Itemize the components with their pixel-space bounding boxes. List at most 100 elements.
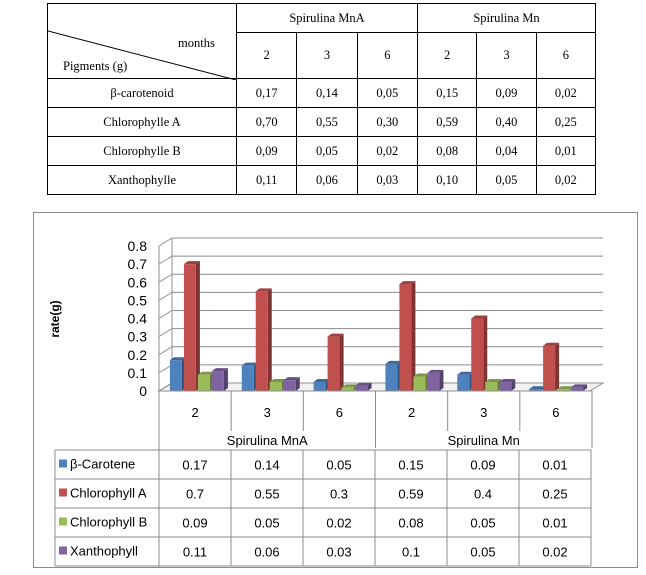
bar-top: [183, 261, 200, 265]
cell-value: 0,06: [296, 165, 358, 195]
bar: [183, 264, 196, 391]
bar-top: [413, 373, 430, 377]
data-table-value: 0.4: [474, 487, 492, 502]
bar: [283, 380, 296, 391]
month-header: 2: [416, 32, 478, 79]
bar-top: [269, 378, 286, 382]
data-table-value: 0.05: [326, 458, 351, 473]
cell-value: 0,02: [535, 78, 597, 108]
row-label: β-carotenoid: [47, 78, 237, 108]
data-table-value: 0.05: [254, 516, 279, 531]
bar: [327, 336, 340, 391]
group-label: Spirulina Mn: [448, 433, 520, 448]
bar: [413, 376, 426, 391]
bar-side: [223, 368, 228, 391]
data-table-value: 0.05: [470, 516, 495, 531]
cell-value: 0,40: [476, 107, 537, 137]
bar-side: [295, 377, 300, 391]
legend-label: Chlorophyll A: [70, 486, 147, 501]
row-label: Chlorophylle A: [47, 107, 237, 137]
bar-side: [511, 378, 516, 391]
data-table-value: 0.3: [330, 487, 348, 502]
cell-value: 0,10: [416, 165, 478, 195]
cell-value: 0,09: [235, 136, 298, 166]
month-header: 6: [535, 32, 597, 79]
data-table-value: 0.1: [402, 545, 420, 560]
bar: [557, 389, 570, 391]
bar-top: [283, 377, 300, 381]
bar-side: [483, 315, 488, 391]
bar: [341, 387, 354, 391]
diagonal-header-cell: [47, 3, 237, 80]
bar-top: [327, 333, 344, 337]
x-tick-label: 3: [264, 405, 271, 420]
table-row: Chlorophylle B 0,09 0,05 0,02 0,08 0,04 …: [47, 136, 597, 166]
cell-value: 0,14: [296, 78, 358, 108]
bar: [197, 374, 210, 391]
data-table-value: 0.06: [254, 545, 279, 560]
bar: [241, 365, 254, 391]
bar-side: [411, 281, 416, 391]
group-header-mna: Spirulina MnA: [236, 3, 418, 33]
legend-label: Chlorophyll B: [70, 515, 147, 530]
diagonal-line: [48, 30, 236, 80]
y-tick-label: 0.4: [128, 311, 148, 327]
y-tick-label: 0.6: [128, 274, 148, 290]
bar-top: [241, 362, 258, 366]
bar: [269, 381, 282, 391]
cell-value: 0,70: [235, 107, 298, 137]
bar-top: [543, 342, 560, 346]
data-table-value: 0.15: [398, 458, 423, 473]
data-table-value: 0.11: [183, 545, 207, 560]
bar: [471, 318, 484, 391]
bar-side: [367, 382, 372, 391]
data-table-value: 0.05: [470, 545, 495, 560]
bar: [255, 291, 268, 391]
legend-key: [59, 517, 67, 526]
bar: [355, 385, 368, 391]
data-table-value: 0.08: [398, 516, 423, 531]
y-tick-label: 0.3: [128, 329, 148, 345]
bar-top: [313, 378, 330, 382]
gridline-side: [158, 273, 173, 283]
gridline-side: [158, 346, 173, 356]
month-header: 2: [235, 32, 298, 79]
bar-top: [571, 384, 588, 388]
cell-value: 0,25: [535, 107, 597, 137]
gridline-side: [158, 237, 173, 247]
cell-value: 0,05: [356, 78, 419, 108]
table-row: β-carotenoid 0,17 0,14 0,05 0,15 0,09 0,…: [47, 78, 597, 108]
x-tick-label: 6: [336, 405, 343, 420]
bar-chart: 0 0.1 0.2 0.3 0.4 0.5 0.6 0.7 0.8 rate(g) 2 3 6 2 3 6 Sp…: [48, 237, 605, 567]
cell-value: 0,03: [356, 165, 419, 195]
bar-side: [439, 369, 444, 391]
cell-value: 0,04: [476, 136, 537, 166]
cell-value: 0,11: [235, 165, 298, 195]
bar: [399, 284, 412, 391]
group-label: Spirulina MnA: [227, 433, 308, 448]
data-table-value: 0.09: [182, 516, 207, 531]
data-table-value: 0.25: [542, 487, 567, 502]
bar: [571, 387, 584, 391]
data-table-value: 0.7: [186, 487, 204, 502]
data-table-value: 0.59: [398, 487, 423, 502]
data-table-value: 0.03: [326, 545, 351, 560]
month-header: 3: [476, 32, 537, 79]
data-table-value: 0.02: [326, 516, 351, 531]
y-axis-title: rate(g): [48, 300, 62, 337]
data-table-value: 0.09: [470, 458, 495, 473]
bar-side: [267, 288, 272, 391]
data-table-value: 0.14: [254, 458, 279, 473]
y-tick-label: 0.2: [128, 347, 148, 363]
legend-key: [59, 488, 67, 497]
bar-top: [341, 384, 358, 388]
bar: [427, 372, 440, 391]
data-table-value: 0.02: [542, 545, 567, 560]
bar-top: [211, 368, 228, 372]
bar-top: [355, 382, 372, 386]
bar: [485, 381, 498, 391]
cell-value: 0,02: [535, 165, 597, 195]
y-tick-label: 0: [139, 383, 147, 399]
data-table-value: 0.55: [254, 487, 279, 502]
row-label: Chlorophylle B: [47, 136, 237, 166]
